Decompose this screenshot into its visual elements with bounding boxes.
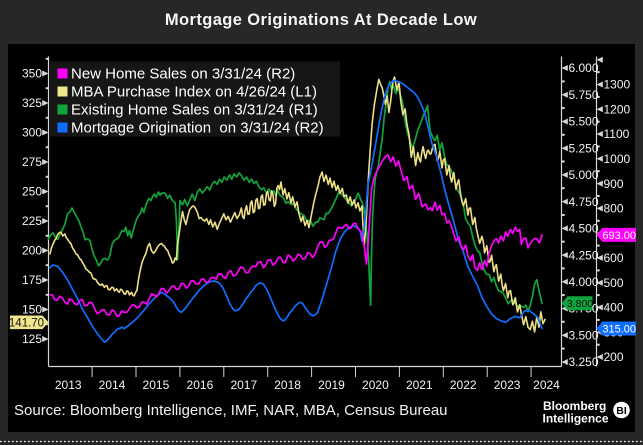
svg-text:3.800: 3.800 — [567, 298, 593, 310]
svg-text:4.000: 4.000 — [569, 275, 599, 289]
svg-text:1200: 1200 — [604, 103, 631, 117]
svg-text:200: 200 — [604, 350, 624, 364]
svg-text:4.500: 4.500 — [569, 222, 599, 236]
svg-text:2024: 2024 — [533, 378, 560, 392]
svg-text:MBA Purchase Index on 4/26/24: MBA Purchase Index on 4/26/24 (L1) — [71, 84, 317, 101]
svg-text:250: 250 — [22, 185, 42, 199]
svg-text:2018: 2018 — [274, 378, 301, 392]
svg-text:Existing Home Sales on 3/31/24: Existing Home Sales on 3/31/24 (R1) — [71, 102, 318, 119]
svg-text:141.70: 141.70 — [9, 318, 44, 330]
svg-text:5.250: 5.250 — [569, 141, 599, 155]
svg-text:2015: 2015 — [143, 378, 170, 392]
svg-text:693.00: 693.00 — [602, 230, 636, 242]
svg-text:2017: 2017 — [230, 378, 257, 392]
svg-text:1000: 1000 — [604, 152, 631, 166]
svg-text:5.000: 5.000 — [569, 168, 599, 182]
svg-text:2023: 2023 — [494, 378, 521, 392]
svg-text:2014: 2014 — [99, 378, 126, 392]
svg-text:6.000: 6.000 — [569, 61, 599, 75]
svg-text:4.250: 4.250 — [569, 248, 599, 262]
svg-text:Mortgage Originations At Decad: Mortgage Originations At Decade Low — [165, 11, 477, 29]
svg-text:5.500: 5.500 — [569, 115, 599, 129]
svg-text:350: 350 — [22, 67, 42, 81]
svg-text:3.250: 3.250 — [569, 355, 599, 369]
svg-text:400: 400 — [604, 301, 624, 315]
svg-text:175: 175 — [22, 273, 42, 287]
svg-text:2013: 2013 — [55, 378, 82, 392]
svg-text:BI: BI — [616, 405, 627, 417]
svg-text:4.750: 4.750 — [569, 195, 599, 209]
svg-text:2022: 2022 — [450, 378, 477, 392]
svg-text:2019: 2019 — [318, 378, 345, 392]
svg-text:800: 800 — [604, 202, 624, 216]
svg-text:900: 900 — [604, 177, 624, 191]
svg-text:600: 600 — [604, 251, 624, 265]
svg-text:225: 225 — [22, 214, 42, 228]
svg-text:325: 325 — [22, 96, 42, 110]
svg-text:Bloomberg: Bloomberg — [543, 399, 606, 413]
svg-text:2016: 2016 — [187, 378, 214, 392]
svg-text:1100: 1100 — [604, 127, 630, 141]
svg-text:2021: 2021 — [406, 378, 433, 392]
svg-text:2020: 2020 — [362, 378, 389, 392]
svg-text:275: 275 — [22, 155, 42, 169]
svg-text:300: 300 — [22, 126, 42, 140]
svg-text:New Home Sales on 3/31/24 (R2): New Home Sales on 3/31/24 (R2) — [71, 66, 295, 83]
svg-text:5.750: 5.750 — [569, 88, 599, 102]
svg-text:200: 200 — [22, 244, 42, 258]
svg-text:Intelligence: Intelligence — [543, 412, 609, 426]
svg-text:1300: 1300 — [604, 78, 631, 92]
svg-text:125: 125 — [22, 332, 42, 346]
svg-text:3.500: 3.500 — [569, 328, 599, 342]
svg-text:Mortgage Origination on 3/31/: Mortgage Origination on 3/31/24 (R2) — [71, 120, 324, 137]
svg-text:315.00: 315.00 — [602, 324, 636, 336]
svg-text:Source: Bloomberg Intelligence: Source: Bloomberg Intelligence, IMF, NAR… — [14, 402, 448, 419]
svg-text:150: 150 — [22, 303, 42, 317]
svg-text:500: 500 — [604, 276, 624, 290]
